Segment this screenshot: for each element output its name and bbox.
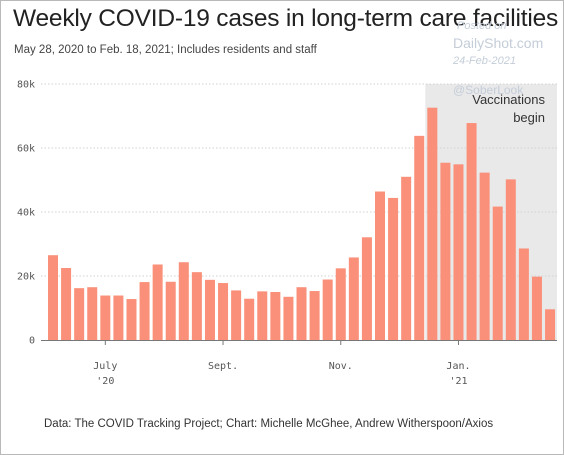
annotation-line: Vaccinations [472,92,545,107]
y-tick-label: 80k [17,80,35,91]
y-tick-label: 0 [29,336,35,347]
chart-subtitle: May 28, 2020 to Feb. 18, 2021; Includes … [14,44,317,56]
x-tick-year-label: '21 [449,376,467,387]
watermark-date: 24-Feb-2021 [453,55,516,67]
watermark-posted-on: Posted on [457,20,507,32]
bar [126,299,137,340]
bar [113,295,124,340]
bar [492,206,503,340]
bar [178,262,189,340]
bar [388,197,399,340]
bar [453,164,464,340]
bar [87,287,98,340]
bar [466,123,477,340]
bar [361,237,372,340]
bar-chart: 0 20k 40k 60k 80k July '20 Sept. Nov. Jan. '21 Vacc… [17,80,557,387]
bar [322,279,333,340]
x-tick-label: Sept. [208,361,238,372]
annotation-line: begin [513,110,545,125]
bar [531,276,542,340]
bar [479,172,490,340]
bar [283,296,294,340]
watermark-handle: @SoberLook [453,83,524,97]
y-tick-label: 20k [17,272,35,283]
bar [257,291,268,340]
bar [61,268,72,340]
bar [139,282,150,340]
bar [309,291,320,340]
bar [545,309,556,340]
bar [204,279,215,340]
source-note: Data: The COVID Tracking Project; Chart:… [44,418,494,430]
y-tick-label: 60k [17,144,35,155]
x-tick-label: July [93,361,117,372]
bar [440,162,451,340]
bar [231,290,242,340]
chart-title: Weekly COVID-19 cases in long-term care … [13,5,559,32]
bar [100,295,111,340]
bar [427,107,438,341]
bar [414,135,425,340]
bar [375,191,385,340]
bar [518,248,529,340]
bar [505,179,516,340]
bar [296,287,307,340]
x-tick-label: Jan. [446,361,470,372]
x-tick-year-label: '20 [96,376,114,387]
bar [335,268,346,340]
bar [152,264,163,340]
bar [74,288,85,340]
bar [191,272,202,340]
x-tick-label: Nov. [329,361,353,372]
bar [244,298,255,340]
bar [165,281,176,340]
y-tick-label: 40k [17,208,35,219]
bar [270,292,281,340]
bar [48,255,58,340]
bar [401,176,412,340]
bar [348,257,359,340]
watermark-site: DailyShot.com [453,35,544,51]
bar [218,283,229,340]
